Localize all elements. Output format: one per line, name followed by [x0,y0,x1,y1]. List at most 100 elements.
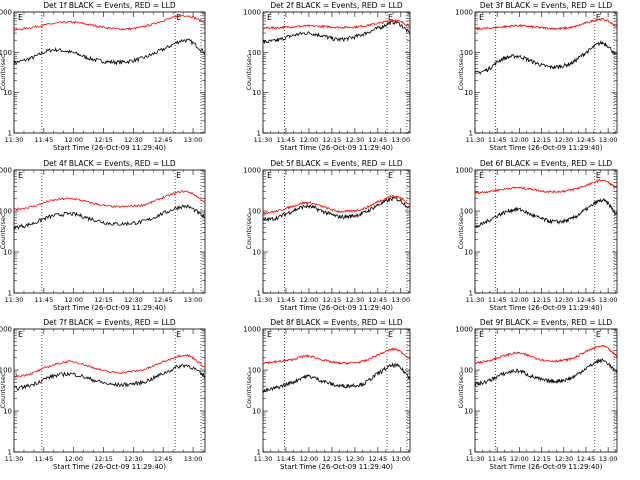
top-marker: E [479,13,484,22]
y-tick-label: 100 [460,208,473,216]
x-tick-label: 12:15 [94,455,113,463]
x-tick-label: 12:30 [554,455,573,463]
top-marker: E [596,171,601,180]
x-tick-label: 11:30 [254,296,273,304]
x-tick-label: 11:45 [277,296,296,304]
x-tick-label: 12:15 [323,455,342,463]
series-line-events [262,18,411,45]
x-tick-label: 12:15 [532,296,551,304]
y-tick-label: 1 [469,449,473,457]
x-tick-label: 11:30 [466,136,485,144]
x-tick-label: 11:45 [488,136,507,144]
x-tick-label: 12:00 [64,296,83,304]
chart-title: Det 3f BLACK = Events, RED = LLD [480,1,613,10]
y-tick-label: 1 [257,130,261,138]
series-line-lld [474,17,618,31]
x-tick-label: 11:45 [488,455,507,463]
series-line-lld [474,178,618,194]
chart-panel-7: Det 7f BLACK = Events, RED = LLD 1 10 100 10… [0,318,206,471]
x-axis-label: Start Time (26-Oct-09 11:29:40) [53,144,166,152]
x-tick-label: 12:30 [554,296,573,304]
y-tick-label: 1 [257,449,261,457]
x-tick-label: 11:30 [254,455,273,463]
x-tick-label: 13:00 [599,136,618,144]
y-tick-label: 1000 [0,9,12,17]
top-marker: E [176,171,181,180]
y-tick-label: 100 [460,367,473,375]
y-tick-label: 100 [0,208,12,216]
x-tick-label: 11:30 [5,136,24,144]
top-marker: E [176,330,181,339]
chart-title: Det 4f BLACK = Events, RED = LLD [43,159,176,168]
chart-panel-1: Det 1f BLACK = Events, RED = LLD 1 10 100 10… [0,1,206,152]
y-tick-label: 10 [464,408,473,416]
x-tick-label: 12:45 [368,136,387,144]
x-tick-label: 11:30 [466,296,485,304]
chart-title: Det 5f BLACK = Events, RED = LLD [270,159,403,168]
chart-title: Det 9f BLACK = Events, RED = LLD [480,318,613,327]
x-tick-label: 13:00 [391,296,410,304]
y-tick-label: 10 [464,249,473,257]
x-tick-label: 12:45 [154,455,173,463]
y-tick-label: 10 [3,408,12,416]
x-tick-label: 12:15 [323,296,342,304]
y-tick-label: 100 [460,49,473,57]
y-tick-label: 10 [252,89,261,97]
chart-panel-2: Det 2f BLACK = Events, RED = LLD 1 10 100 10… [243,1,411,152]
y-tick-label: 10 [3,89,12,97]
series-line-events [13,204,206,231]
chart-title: Det 7f BLACK = Events, RED = LLD [43,318,176,327]
x-tick-label: 12:00 [300,455,319,463]
x-tick-label: 11:45 [277,136,296,144]
x-tick-label: 13:00 [184,136,203,144]
y-tick-label: 1000 [0,167,12,175]
x-tick-label: 13:00 [599,455,618,463]
y-axis-label: Counts/sec [457,213,465,249]
series-line-events [13,38,206,66]
y-tick-label: 100 [0,367,12,375]
chart-title: Det 8f BLACK = Events, RED = LLD [270,318,403,327]
x-tick-label: 12:00 [64,455,83,463]
plot-frame [13,169,206,294]
x-tick-label: 12:15 [532,136,551,144]
y-tick-label: 1 [469,290,473,298]
chart-panel-5: Det 5f BLACK = Events, RED = LLD 1 10 100 10… [243,159,411,312]
x-axis-label: Start Time (26-Oct-09 11:29:40) [490,463,603,471]
x-axis-label: Start Time (26-Oct-09 11:29:40) [490,304,603,312]
x-axis-label: Start Time (26-Oct-09 11:29:40) [280,144,393,152]
top-marker: E [479,330,484,339]
chart-panel-4: Det 4f BLACK = Events, RED = LLD 1 10 100 10… [0,159,206,312]
y-tick-label: 10 [252,408,261,416]
top-marker: E [388,171,393,180]
chart-title: Det 2f BLACK = Events, RED = LLD [270,1,403,10]
y-tick-label: 100 [248,208,261,216]
plot-frame [13,11,206,134]
plot-frame [474,328,618,453]
y-tick-label: 1 [8,290,12,298]
chart-title: Det 6f BLACK = Events, RED = LLD [480,159,613,168]
x-tick-label: 12:15 [532,455,551,463]
y-tick-label: 1000 [455,326,473,334]
y-tick-label: 1000 [0,326,12,334]
x-tick-label: 13:00 [184,455,203,463]
top-marker: E [267,171,272,180]
x-tick-label: 11:30 [5,296,24,304]
top-marker: E [388,330,393,339]
x-tick-label: 12:00 [300,296,319,304]
y-tick-label: 1000 [455,9,473,17]
x-tick-label: 12:30 [346,296,365,304]
x-tick-label: 12:30 [346,455,365,463]
x-tick-label: 11:45 [488,296,507,304]
series-line-lld [262,19,411,30]
x-tick-label: 11:45 [277,455,296,463]
plot-frame [262,169,411,294]
x-tick-label: 12:00 [300,136,319,144]
plot-frame [474,169,618,294]
y-axis-label: Counts/sec [245,213,253,249]
chart-panel-6: Det 6f BLACK = Events, RED = LLD 1 10 100 10… [455,159,617,312]
y-tick-label: 10 [3,249,12,257]
x-tick-label: 12:45 [154,136,173,144]
top-marker: E [596,330,601,339]
top-marker: E [267,330,272,339]
top-marker: E [18,171,23,180]
